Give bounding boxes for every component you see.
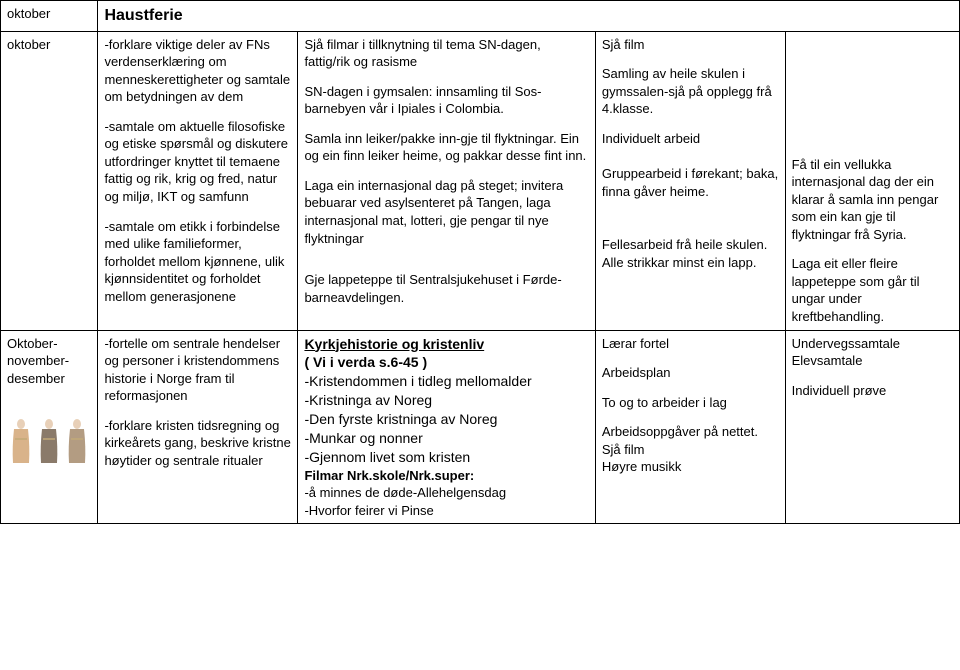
method-text: Samling av heile skulen i gymssalen-sjå … — [602, 65, 779, 118]
activity-text: Samla inn leiker/pakke inn-gje til flykt… — [304, 130, 588, 165]
goal-text: -samtale om aktuelle filosofiske og etis… — [104, 118, 291, 206]
cell-assessment: Få til ein vellukka internasjonal dag de… — [785, 31, 959, 330]
method-text: Sjå film — [602, 36, 779, 54]
method-text: Lærar fortel — [602, 335, 779, 353]
monks-illustration — [7, 417, 91, 465]
goal-text: -samtale om etikk i forbindelse med ulik… — [104, 218, 291, 306]
assessment-text: Elevsamtale — [792, 352, 953, 370]
activity-text: Gje lappeteppe til Sentralsjukehuset i F… — [304, 271, 588, 306]
cell-period: Oktober-november-desember — [1, 330, 98, 524]
cell-heading: Haustferie — [98, 1, 960, 32]
method-text: Individuelt arbeid — [602, 130, 779, 148]
plan-table: oktober Haustferie oktober -forklare vik… — [0, 0, 960, 524]
method-text: Gruppearbeid i førekant; baka, finna gåv… — [602, 165, 779, 200]
method-text: Arbeidsplan — [602, 364, 779, 382]
goal-text: -forklare viktige deler av FNs verdenser… — [104, 36, 291, 106]
period-label: Oktober-november-desember — [7, 336, 69, 386]
table-row: oktober Haustferie — [1, 1, 960, 32]
assessment-text: Få til ein vellukka internasjonal dag de… — [792, 156, 953, 244]
goal-text: -forklare kristen tidsregning og kirkeår… — [104, 417, 291, 470]
monk-figure-icon — [38, 417, 60, 465]
activity-line: Filmar Nrk.skole/Nrk.super: — [304, 467, 588, 485]
activity-text: SN-dagen i gymsalen: innsamling til Sos-… — [304, 83, 588, 118]
activity-line: -Munkar og nonner — [304, 429, 588, 448]
table-row: Oktober-november-desember — [1, 330, 960, 524]
method-text: To og to arbeider i lag — [602, 394, 779, 412]
book-reference: ( Vi i verda s.6-45 ) — [304, 353, 588, 372]
assessment-text: Laga eit eller fleire lappeteppe som går… — [792, 255, 953, 325]
period-label: oktober — [7, 37, 50, 52]
activity-line: -Gjennom livet som kristen — [304, 448, 588, 467]
activity-line: -Kristninga av Noreg — [304, 391, 588, 410]
activity-line: -å minnes de døde-Allehelgensdag — [304, 484, 588, 502]
table-row: oktober -forklare viktige deler av FNs v… — [1, 31, 960, 330]
activity-text: Sjå filmar i tillknytning til tema SN-da… — [304, 36, 588, 71]
cell-goals: -forklare viktige deler av FNs verdenser… — [98, 31, 298, 330]
cell-period: oktober — [1, 1, 98, 32]
method-text: Arbeidsoppgåver på nettet. — [602, 423, 779, 441]
monk-figure-icon — [66, 417, 88, 465]
cell-period: oktober — [1, 31, 98, 330]
method-text: Fellesarbeid frå heile skulen. Alle stri… — [602, 236, 779, 271]
assessment-text: Individuell prøve — [792, 382, 953, 400]
activity-line: -Den fyrste kristninga av Noreg — [304, 410, 588, 429]
heading-haustferie: Haustferie — [104, 7, 182, 24]
period-label: oktober — [7, 6, 50, 21]
monk-figure-icon — [10, 417, 32, 465]
cell-methods: Lærar fortel Arbeidsplan To og to arbeid… — [595, 330, 785, 524]
activity-line: -Kristendommen i tidleg mellomalder — [304, 372, 588, 391]
cell-activities: Kyrkjehistorie og kristenliv ( Vi i verd… — [298, 330, 595, 524]
cell-activities: Sjå filmar i tillknytning til tema SN-da… — [298, 31, 595, 330]
assessment-text: Undervegssamtale — [792, 335, 953, 353]
cell-assessment: Undervegssamtale Elevsamtale Individuell… — [785, 330, 959, 524]
cell-goals: -fortelle om sentrale hendelser og perso… — [98, 330, 298, 524]
goal-text: -fortelle om sentrale hendelser og perso… — [104, 335, 291, 405]
activity-text: Laga ein internasjonal dag på steget; in… — [304, 177, 588, 247]
activity-line: -Hvorfor feirer vi Pinse — [304, 502, 588, 520]
method-text: Sjå film — [602, 441, 779, 459]
method-text: Høyre musikk — [602, 458, 779, 476]
topic-heading: Kyrkjehistorie og kristenliv — [304, 335, 588, 354]
cell-methods: Sjå film Samling av heile skulen i gymss… — [595, 31, 785, 330]
